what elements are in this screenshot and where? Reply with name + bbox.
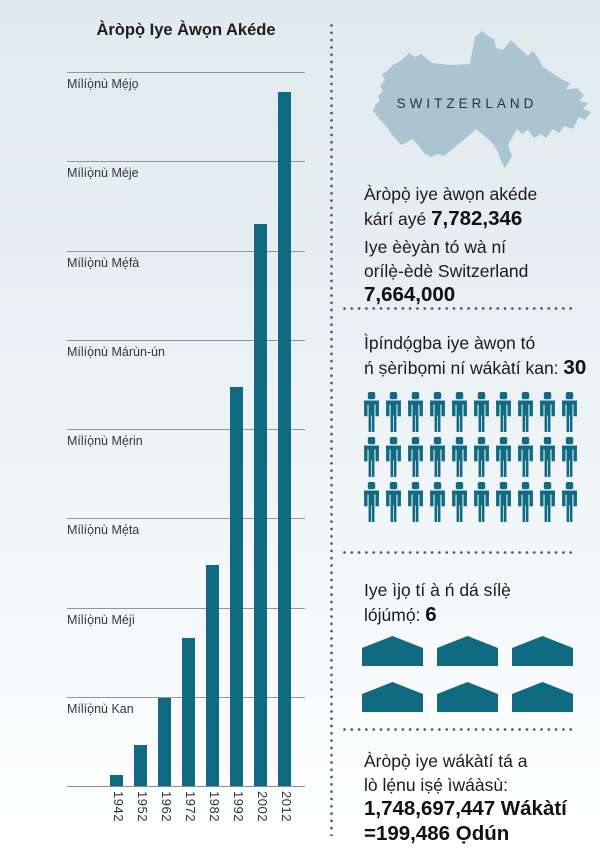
y-axis-tick-label: Mílíọ̀nù Méjì (67, 612, 136, 627)
y-axis-tick-label: Mílíọ̀nù Mẹ́rin (67, 434, 143, 448)
gridline (67, 72, 305, 73)
people-row (362, 392, 582, 432)
y-axis-tick-label: Mílíọ̀nù Márùn-ún (67, 344, 165, 359)
house-row (362, 636, 582, 666)
gridline (67, 607, 305, 609)
person-icon (450, 482, 469, 522)
dotted-divider-2 (343, 551, 575, 554)
person-icon (384, 482, 403, 522)
person-icon (384, 392, 403, 432)
congregations-value: 6 (425, 602, 437, 626)
gridline (67, 250, 305, 252)
hours-value: 1,748,697,447 Wákàtí (364, 797, 567, 820)
person-icon (362, 437, 381, 477)
y-axis-tick-label: Mílíọ̀nù Mẹ́fà (67, 255, 140, 270)
bar-2002 (253, 224, 267, 786)
person-icon (428, 482, 447, 522)
gridline (67, 339, 305, 341)
person-icon (516, 392, 535, 432)
bar-1992 (229, 387, 243, 786)
people-row (362, 482, 582, 522)
dotted-divider-3 (343, 728, 575, 731)
person-icon (538, 392, 557, 432)
person-icon (428, 437, 447, 477)
x-axis-tick-label: 1972 (183, 791, 198, 822)
bar-2012 (277, 92, 291, 786)
person-icon (384, 437, 403, 477)
house-icon (437, 636, 498, 666)
bar-1972 (181, 638, 195, 786)
chart-title: Àròpọ̀ Iye Àwọn Akéde (96, 21, 276, 39)
x-axis-tick-label: 1992 (231, 791, 246, 822)
house-row (362, 682, 582, 712)
people-row (362, 437, 582, 477)
worldwide-publishers-value: 7,782,346 (431, 206, 523, 230)
vertical-dotted-divider (330, 24, 333, 836)
person-icon (538, 482, 557, 522)
person-icon (494, 392, 513, 432)
person-icon (560, 482, 579, 522)
bar-1952 (133, 745, 147, 786)
person-icon (406, 482, 425, 522)
switzerland-map (373, 31, 591, 168)
x-axis-tick-label: 1982 (207, 791, 222, 822)
x-axis-tick-label: 1942 (111, 791, 126, 822)
worldwide-publishers-stat: Àròpọ̀ iye àwọn akéde kárí ayé 7,782,346 (364, 184, 538, 230)
switzerland-population-stat: Iye èèyàn tó wà ní orílẹ̀-èdè Switzerland… (364, 237, 529, 306)
house-icon (437, 682, 498, 712)
baptisms-label: Ìpíndọ́gba iye àwọn tó ń ṣèrìbọmi ní wákà… (364, 333, 587, 379)
person-icon (472, 482, 491, 522)
person-icon (516, 482, 535, 522)
person-icon (406, 392, 425, 432)
x-axis-tick-label: 1952 (135, 791, 150, 822)
person-icon (538, 437, 557, 477)
person-icon (560, 437, 579, 477)
x-axis-baseline (67, 786, 305, 787)
person-icon (362, 392, 381, 432)
gridline (67, 161, 305, 163)
baptisms-pictogram-grid (362, 392, 582, 527)
person-icon (450, 392, 469, 432)
person-icon (406, 437, 425, 477)
dotted-divider-1 (343, 307, 575, 310)
bar-1982 (205, 565, 219, 786)
house-icon (512, 682, 573, 712)
person-icon (428, 392, 447, 432)
x-axis-tick-label: 2012 (279, 791, 294, 822)
x-axis-tick-label: 1962 (159, 791, 174, 822)
congregations-pictogram-grid (362, 636, 582, 728)
congregations-label: Iye ìjọ tí à ń dá sílẹ̀ lójúmọ́: 6 (364, 580, 511, 626)
bar-1942 (109, 775, 123, 786)
person-icon (472, 392, 491, 432)
bar-1962 (157, 698, 171, 786)
gridline (67, 518, 305, 520)
house-icon (362, 682, 423, 712)
stats-block: Àròpọ̀ iye àwọn akéde kárí ayé 7,782,346 … (364, 183, 600, 313)
person-icon (516, 437, 535, 477)
person-icon (494, 437, 513, 477)
hours-block: Àròpọ̀ iye wákàtí tá a lò lẹ́nu iṣẹ́ ìwáà… (364, 751, 567, 845)
x-axis-tick-label: 2002 (255, 791, 270, 822)
y-axis-tick-label: Mílíọ̀nù Kan (67, 701, 134, 716)
gridline (67, 429, 305, 430)
y-axis-tick-label: Mílíọ̀nù Méje (67, 166, 139, 181)
person-icon (560, 392, 579, 432)
map-country-label: SWITZERLAND (396, 96, 538, 111)
house-icon (512, 636, 573, 666)
person-icon (450, 437, 469, 477)
house-icon (362, 636, 423, 666)
years-value: =199,486 Ọdún (364, 821, 510, 845)
person-icon (362, 482, 381, 522)
y-axis-tick-label: Mílíọ̀nù Mẹ́jọ (67, 77, 139, 91)
person-icon (472, 437, 491, 477)
y-axis-tick-label: Mílíọ̀nù Mẹ́ta (67, 523, 140, 538)
switzerland-population-value: 7,664,000 (364, 283, 456, 306)
baptisms-value: 30 (563, 355, 587, 379)
person-icon (494, 482, 513, 522)
